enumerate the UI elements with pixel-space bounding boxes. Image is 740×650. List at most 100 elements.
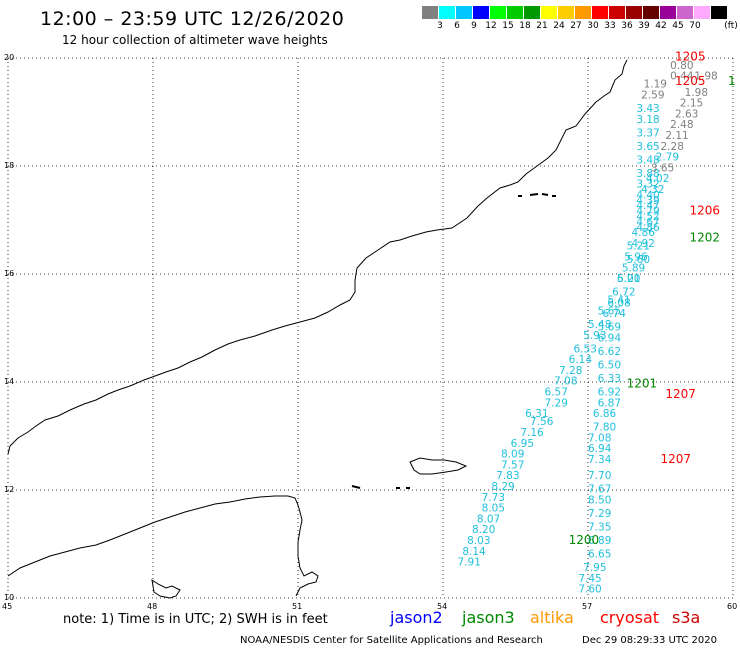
- wave-height-value: 6.53: [574, 343, 597, 355]
- legend-swatch: [507, 6, 523, 19]
- legend-label: 12: [485, 21, 497, 31]
- wave-height-value: 7.34: [588, 454, 612, 466]
- wave-height-value: 6.08: [607, 297, 630, 309]
- wave-height-value: 3.32: [636, 179, 659, 191]
- credit-text: NOAA/NESDIS Center for Satellite Applica…: [240, 635, 543, 646]
- legend-swatch: [456, 6, 472, 19]
- pass-time-label: 1: [728, 74, 736, 88]
- satellite-name: jason3: [462, 608, 515, 627]
- wave-height-value: 3.18: [636, 114, 659, 126]
- wave-height-value: 3.88: [636, 168, 659, 180]
- lon-tick-label: 57: [582, 602, 593, 611]
- legend-swatch: [575, 6, 591, 19]
- wave-height-value: 5.20: [617, 273, 640, 285]
- lat-tick-label: 20: [4, 53, 15, 62]
- legend-swatch: [524, 6, 540, 19]
- wave-height-value: 5.65: [598, 306, 621, 318]
- grid: [7, 57, 734, 599]
- wave-height-value: 6.14: [569, 354, 593, 366]
- legend-label: 24: [553, 21, 565, 31]
- legend-swatch: [558, 6, 574, 19]
- wave-height-value: 4.67: [636, 216, 659, 228]
- wave-height-value: 5.41: [607, 295, 630, 307]
- wave-height-value: 4.02: [646, 173, 669, 185]
- wave-height-value: 7.80: [593, 422, 616, 434]
- legend-label: 42: [655, 21, 667, 31]
- wave-height-value: 5.69: [598, 322, 621, 334]
- wave-height-value: 7.16: [520, 427, 544, 439]
- legend-swatch: [541, 6, 557, 19]
- pass-time-label: 1201: [627, 376, 658, 390]
- legend-swatch: [677, 6, 693, 19]
- wave-height-value: 2.15: [680, 98, 703, 110]
- legend-swatch: [490, 6, 506, 19]
- wave-height-value: 8.03: [467, 535, 490, 547]
- wave-height-value: 7.91: [458, 557, 481, 569]
- legend-label: 6: [454, 21, 460, 31]
- wave-height-value: 0.44: [670, 71, 694, 83]
- legend-swatch: [592, 6, 608, 19]
- wave-height-value: 8.50: [588, 495, 611, 507]
- pass-time-label: 1200: [569, 533, 600, 547]
- wave-height-value: 3.65: [636, 141, 659, 153]
- wave-height-value: 7.67: [588, 484, 611, 496]
- wave-height-value: 7.95: [583, 562, 606, 574]
- wave-height-points: 1.192.593.433.183.37 3.653.48 3.883.324.40…: [458, 60, 718, 596]
- satellite-name: jason2: [390, 608, 443, 627]
- legend-label: 18: [519, 21, 531, 31]
- wave-height-value: 6.86: [593, 408, 617, 420]
- wave-height-value: 7.70: [588, 470, 611, 482]
- legend-swatch: [711, 6, 727, 19]
- wave-height-value: 4.52: [636, 211, 659, 223]
- wave-height-value: 4.86: [632, 227, 656, 239]
- wave-height-value: 1.19: [644, 79, 667, 91]
- wave-height-value: 1.98: [685, 87, 708, 99]
- wave-height-value: 7.83: [496, 470, 519, 482]
- wave-height-value: 7.56: [530, 416, 554, 428]
- wave-height-value: 7.08: [554, 376, 577, 388]
- lon-tick-label: 54: [437, 602, 448, 611]
- satellite-name: altika: [530, 608, 574, 627]
- legend-swatch: [473, 6, 489, 19]
- wave-height-value: 6.94: [598, 333, 622, 345]
- wave-height-value: 8.29: [491, 481, 514, 493]
- note-text: note: 1) Time is in UTC; 2) SWH is in fe…: [63, 612, 328, 627]
- legend-swatch: [439, 6, 455, 19]
- legend-swatch: [694, 6, 710, 19]
- legend-label: 9: [471, 21, 477, 31]
- wave-height-value: 8.20: [472, 524, 495, 536]
- coastline: [7, 59, 628, 599]
- wave-height-value: 5.21: [627, 241, 650, 253]
- legend-label: 70: [689, 21, 701, 31]
- legend-label: 30: [587, 21, 599, 31]
- legend-label: 21: [536, 21, 548, 31]
- wave-height-value: 7.45: [578, 573, 601, 585]
- wave-height-value: 0.80: [670, 60, 693, 72]
- legend-label: 15: [502, 21, 514, 31]
- pass-time-label: 1202: [690, 231, 721, 245]
- wave-height-value: 5.60: [627, 254, 650, 266]
- timestamp: Dec 29 08:29:33 UTC 2020: [582, 635, 717, 646]
- wave-height-value: 1.98: [694, 71, 717, 83]
- wave-height-value: 7.35: [588, 522, 611, 534]
- pass-time-labels: 1205 1205 1206 1202 1201 1207 1207 1200 1: [569, 50, 736, 547]
- legend-swatch: [626, 6, 642, 19]
- legend-unit: (ft): [724, 21, 738, 31]
- wave-height-value: 7.73: [482, 492, 505, 504]
- wave-height-value: 8.14: [462, 546, 486, 558]
- wave-height-value: 6.72: [612, 287, 635, 299]
- wave-height-value: 6.65: [588, 549, 611, 561]
- pass-time-label: 1205: [675, 50, 706, 64]
- wave-height-value: 4.92: [632, 238, 655, 250]
- wave-height-value: 2.11: [665, 130, 688, 142]
- page-title: 12:00 – 23:59 UTC 12/26/2020: [40, 8, 345, 30]
- wave-height-value: 6.74: [603, 308, 627, 320]
- pass-time-label: 1205: [675, 74, 706, 88]
- wave-height-value: 5.93: [583, 330, 606, 342]
- socotra-island: [409, 457, 468, 475]
- pass-time-label: 1207: [665, 387, 696, 401]
- legend-swatch: [643, 6, 659, 19]
- wave-height-value: 2.59: [641, 90, 664, 102]
- wave-height-value: 7.57: [501, 459, 524, 471]
- legend-label: 39: [638, 21, 650, 31]
